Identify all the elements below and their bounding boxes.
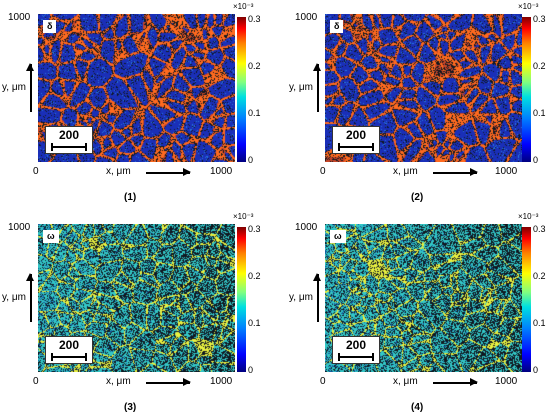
y-axis-max-label: 1000 [8,222,31,233]
scale-bar-line [51,143,87,151]
scale-bar-line [338,143,374,151]
quantity-symbol: ω [330,230,346,243]
scale-bar-line [338,353,374,361]
y-axis-arrow [27,63,33,112]
x-axis-arrow [146,379,191,385]
strain-map-1: δ 200 [38,14,235,162]
panel-caption: (4) [411,402,424,413]
x-axis-arrow [433,379,478,385]
y-axis-label: y, μm [289,292,313,303]
scale-bar-value: 200 [58,128,80,142]
y-axis-max-label: 1000 [295,12,318,23]
colorbar-tick: 0.2 [248,271,261,281]
y-axis-max-label: 1000 [8,12,31,23]
colorbar-tick: 0.1 [248,108,261,118]
colorbar-exponent: ×10⁻³ [518,212,539,221]
quantity-symbol: ω [43,230,59,243]
colorbar-exponent: ×10⁻³ [233,2,254,11]
panel-2: 1000 y, μm δ 200 ×10⁻³ 0.3 0.2 0.1 0 0 x… [275,0,550,210]
x-axis-label: x, μm [393,166,418,177]
colorbar [522,17,531,162]
x-axis-zero-label: 0 [320,376,326,387]
panel-4: 1000 y, μm ω 200 ×10⁻³ 0.3 0.2 0.1 0 0 x… [275,210,550,420]
colorbar-tick: 0.1 [248,318,261,328]
scale-bar-value: 200 [58,338,80,352]
x-axis-max-label: 1000 [210,166,233,177]
colorbar-tick: 0.2 [248,61,261,71]
panel-caption: (1) [124,192,137,203]
panel-3: 1000 y, μm ω 200 ×10⁻³ 0.3 0.2 0.1 0 0 x… [0,210,275,420]
panel-caption: (2) [411,192,424,203]
colorbar [237,17,246,162]
scale-bar-value: 200 [345,338,367,352]
panel-caption: (3) [124,402,137,413]
colorbar-tick: 0 [533,365,539,375]
x-axis-max-label: 1000 [495,376,518,387]
colorbar [522,227,531,372]
x-axis-max-label: 1000 [210,376,233,387]
y-axis-label: y, μm [289,82,313,93]
colorbar-tick: 0.1 [533,318,546,328]
colorbar-tick: 0 [248,365,254,375]
quantity-symbol: δ [43,20,57,33]
x-axis-zero-label: 0 [33,166,39,177]
x-axis-arrow [433,169,478,175]
y-axis-label: y, μm [2,292,26,303]
scale-bar: 200 [45,126,93,154]
scale-bar: 200 [332,126,380,154]
colorbar-tick: 0.3 [533,14,546,24]
colorbar-tick: 0.2 [533,271,546,281]
quantity-symbol: δ [330,20,344,33]
colorbar-tick: 0.3 [248,14,261,24]
strain-map-3: ω 200 [38,224,235,372]
colorbar-exponent: ×10⁻³ [233,212,254,221]
y-axis-max-label: 1000 [295,222,318,233]
y-axis-label: y, μm [2,82,26,93]
x-axis-label: x, μm [393,376,418,387]
x-axis-label: x, μm [106,376,131,387]
scale-bar: 200 [332,336,380,364]
colorbar-tick: 0 [533,155,539,165]
colorbar-tick: 0.2 [533,61,546,71]
x-axis-max-label: 1000 [495,166,518,177]
y-axis-arrow [314,63,320,112]
x-axis-label: x, μm [106,166,131,177]
scale-bar-value: 200 [345,128,367,142]
strain-map-4: ω 200 [325,224,522,372]
panel-1: 1000 y, μm δ 200 ×10⁻³ 0.3 0.2 0.1 0 0 x… [0,0,275,210]
colorbar-exponent: ×10⁻³ [518,2,539,11]
x-axis-arrow [146,169,191,175]
scale-bar-line [51,353,87,361]
x-axis-zero-label: 0 [33,376,39,387]
colorbar-tick: 0.3 [533,224,546,234]
colorbar [237,227,246,372]
colorbar-tick: 0 [248,155,254,165]
y-axis-arrow [314,273,320,322]
colorbar-tick: 0.1 [533,108,546,118]
y-axis-arrow [27,273,33,322]
colorbar-tick: 0.3 [248,224,261,234]
strain-map-2: δ 200 [325,14,522,162]
x-axis-zero-label: 0 [320,166,326,177]
scale-bar: 200 [45,336,93,364]
